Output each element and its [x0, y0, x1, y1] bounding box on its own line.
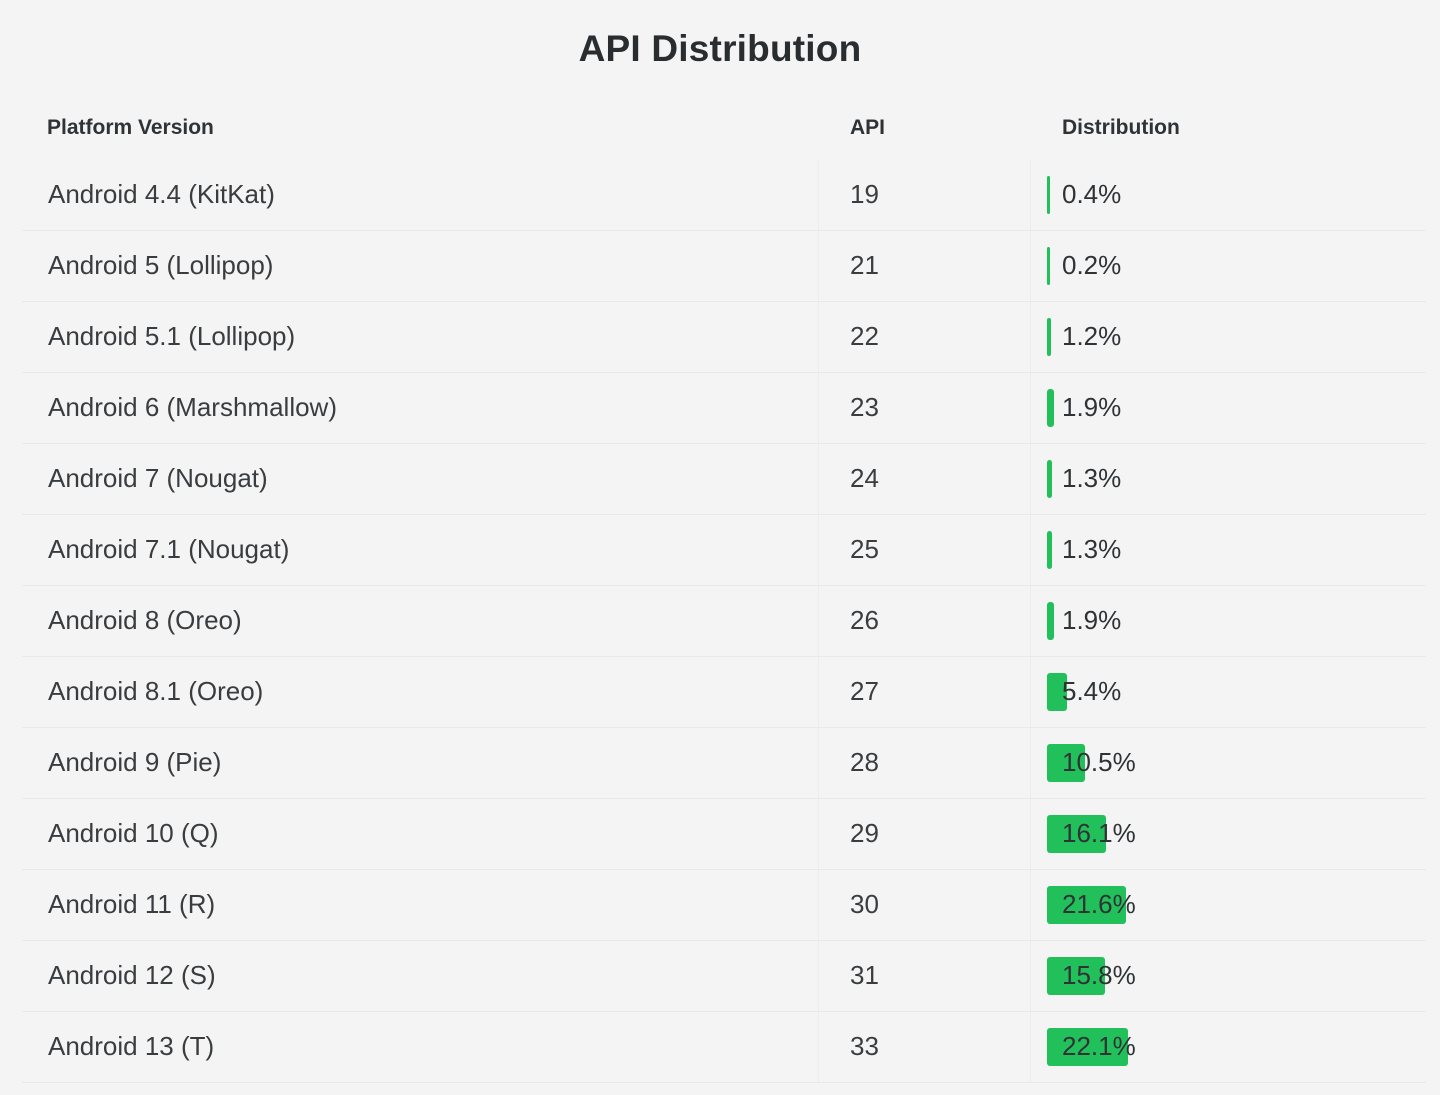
column-divider — [818, 941, 819, 1012]
distribution-percent-cell: 0.4% — [1062, 179, 1122, 209]
column-divider — [1030, 444, 1031, 515]
api-level-cell: 26 — [850, 605, 879, 635]
column-divider — [1030, 231, 1031, 302]
column-divider — [1030, 515, 1031, 586]
column-divider — [818, 302, 819, 373]
api-level-cell: 22 — [850, 321, 879, 351]
column-divider — [818, 586, 819, 657]
distribution-percent-cell: 5.4% — [1062, 676, 1122, 706]
platform-version-cell: Android 9 (Pie) — [48, 747, 222, 777]
column-divider — [818, 728, 819, 799]
column-divider — [818, 1012, 819, 1083]
platform-version-cell: Android 5 (Lollipop) — [48, 250, 274, 280]
api-level-cell: 19 — [850, 179, 879, 209]
column-divider — [818, 799, 819, 870]
platform-version-cell: Android 8 (Oreo) — [48, 605, 242, 635]
platform-version-cell: Android 13 (T) — [48, 1031, 215, 1061]
distribution-percent-cell: 0.2% — [1062, 250, 1122, 280]
distribution-percent-cell: 15.8% — [1062, 960, 1136, 990]
column-divider — [818, 444, 819, 515]
page-title: API Distribution — [578, 28, 862, 69]
distribution-bar — [1047, 531, 1052, 569]
distribution-percent-cell: 22.1% — [1062, 1031, 1136, 1061]
table-row: Android 13 (T) 33 22.1% — [0, 1012, 1440, 1083]
column-divider — [818, 373, 819, 444]
distribution-percent-cell: 1.2% — [1062, 321, 1122, 351]
api-level-cell: 27 — [850, 676, 879, 706]
platform-version-cell: Android 8.1 (Oreo) — [48, 676, 264, 706]
column-divider — [1030, 870, 1031, 941]
table-row: Android 7 (Nougat) 24 1.3% — [0, 444, 1440, 515]
distribution-bar — [1047, 673, 1067, 711]
column-divider — [1030, 799, 1031, 870]
table-row: Android 8 (Oreo) 26 1.9% — [0, 586, 1440, 657]
table-row: Android 9 (Pie) 28 10.5% — [0, 728, 1440, 799]
distribution-percent-cell: 10.5% — [1062, 747, 1136, 777]
column-divider — [1030, 586, 1031, 657]
distribution-bar — [1047, 957, 1105, 995]
header-platform-version: Platform Version — [47, 116, 214, 139]
distribution-percent-cell: 16.1% — [1062, 818, 1136, 848]
table-row: Android 8.1 (Oreo) 27 5.4% — [0, 657, 1440, 728]
distribution-bar — [1047, 176, 1050, 214]
column-divider — [1030, 941, 1031, 1012]
header-distribution: Distribution — [1062, 116, 1180, 139]
api-level-cell: 25 — [850, 534, 879, 564]
table-row: Android 10 (Q) 29 16.1% — [0, 799, 1440, 870]
api-level-cell: 29 — [850, 818, 879, 848]
platform-version-cell: Android 7.1 (Nougat) — [48, 534, 290, 564]
column-divider — [1030, 728, 1031, 799]
distribution-bar — [1047, 886, 1126, 924]
api-level-cell: 21 — [850, 250, 879, 280]
column-divider — [1030, 302, 1031, 373]
column-divider — [1030, 657, 1031, 728]
column-divider — [818, 231, 819, 302]
table-row: Android 12 (S) 31 15.8% — [0, 941, 1440, 1012]
platform-version-cell: Android 10 (Q) — [48, 818, 219, 848]
distribution-bar — [1047, 247, 1050, 285]
distribution-percent-cell: 1.3% — [1062, 534, 1122, 564]
table-row: Android 11 (R) 30 21.6% — [0, 870, 1440, 941]
distribution-percent-cell: 1.9% — [1062, 605, 1122, 635]
distribution-percent-cell: 1.9% — [1062, 392, 1122, 422]
platform-version-cell: Android 4.4 (KitKat) — [48, 179, 275, 209]
table-header: Platform Version API Distribution — [0, 112, 1440, 146]
api-level-cell: 23 — [850, 392, 879, 422]
column-divider — [1030, 160, 1031, 231]
platform-version-cell: Android 7 (Nougat) — [48, 463, 268, 493]
platform-version-cell: Android 6 (Marshmallow) — [48, 392, 337, 422]
distribution-bar — [1047, 389, 1054, 427]
table-row: Android 5.1 (Lollipop) 22 1.2% — [0, 302, 1440, 373]
column-divider — [818, 870, 819, 941]
table-row: Android 6 (Marshmallow) 23 1.9% — [0, 373, 1440, 444]
distribution-bar — [1047, 1028, 1128, 1066]
platform-version-cell: Android 5.1 (Lollipop) — [48, 321, 296, 351]
column-divider — [818, 657, 819, 728]
table-row: Android 4.4 (KitKat) 19 0.4% — [0, 160, 1440, 231]
table-body: Android 4.4 (KitKat) 19 0.4% Android 5 (Lol… — [0, 160, 1440, 1083]
api-level-cell: 30 — [850, 889, 879, 919]
api-level-cell: 33 — [850, 1031, 879, 1061]
column-divider — [818, 160, 819, 231]
distribution-bar — [1047, 318, 1051, 356]
table-row: Android 7.1 (Nougat) 25 1.3% — [0, 515, 1440, 586]
column-divider — [1030, 1012, 1031, 1083]
table-row: Android 5 (Lollipop) 21 0.2% — [0, 231, 1440, 302]
platform-version-cell: Android 11 (R) — [48, 889, 216, 919]
column-divider — [1030, 373, 1031, 444]
api-level-cell: 31 — [850, 960, 879, 990]
distribution-percent-cell: 21.6% — [1062, 889, 1136, 919]
distribution-percent-cell: 1.3% — [1062, 463, 1122, 493]
api-level-cell: 28 — [850, 747, 879, 777]
platform-version-cell: Android 12 (S) — [48, 960, 216, 990]
distribution-bar — [1047, 815, 1106, 853]
distribution-bar — [1047, 744, 1085, 782]
column-divider — [818, 515, 819, 586]
distribution-bar — [1047, 602, 1054, 640]
api-level-cell: 24 — [850, 463, 879, 493]
distribution-bar — [1047, 460, 1052, 498]
header-api: API — [850, 116, 886, 139]
